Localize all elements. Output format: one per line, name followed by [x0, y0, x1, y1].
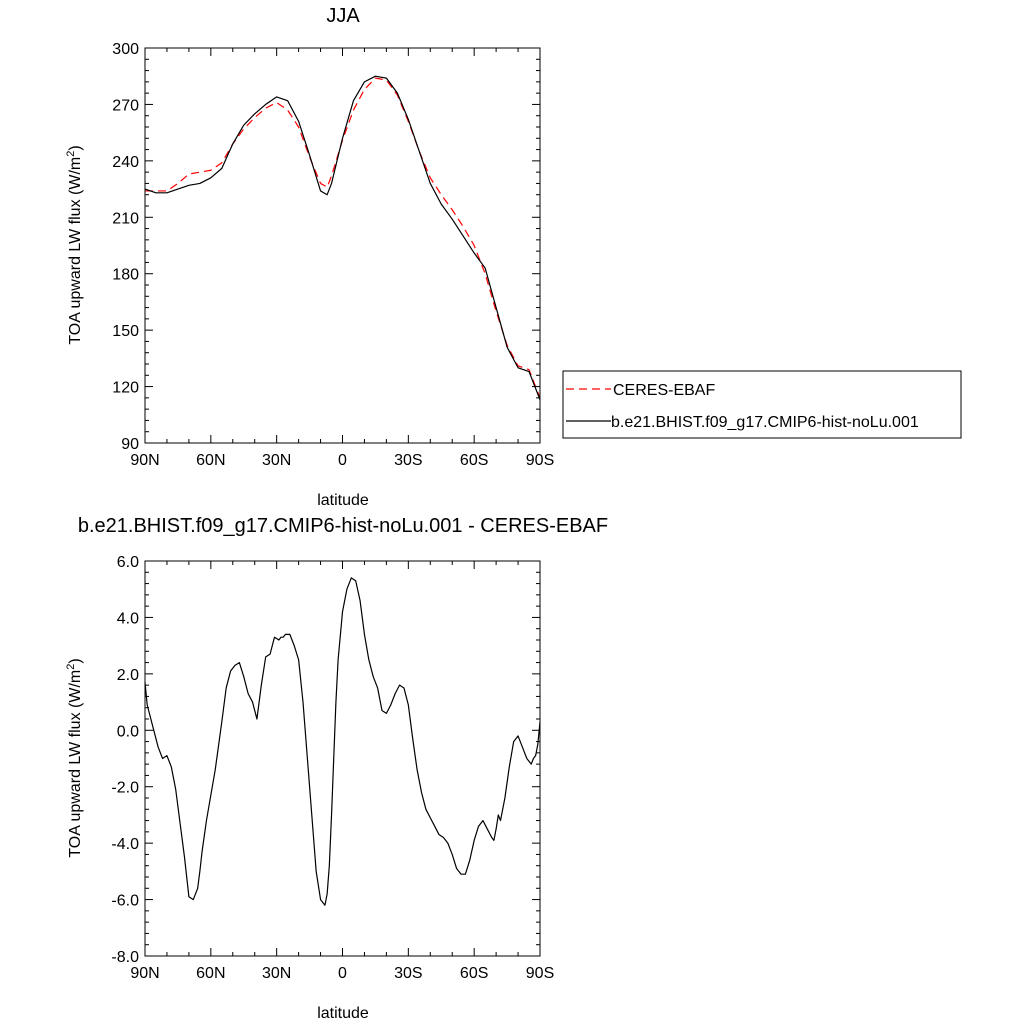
bottom-y-tick-label: -6.0 [111, 893, 139, 910]
top-plot-lines [144, 75, 541, 400]
top-x-tick-label: 60S [460, 452, 488, 469]
bottom-x-tick-label: 30S [394, 965, 422, 982]
legend: CERES-EBAF b.e21.BHIST.f09_g17.CMIP6-his… [562, 370, 962, 439]
bottom-y-tick-label: 4.0 [117, 610, 139, 627]
top-y-tick-label: 90 [121, 436, 139, 453]
bottom-x-tick-label: 90S [526, 965, 554, 982]
bottom-y-axis-label-main: TOA upward LW flux (W/m [67, 670, 84, 858]
bottom-y-tick-label: -4.0 [111, 836, 139, 853]
top-series-line-0 [145, 77, 541, 399]
top-x-tick-label: 0 [338, 452, 347, 469]
top-x-axis-label: latitude [317, 492, 369, 509]
top-y-axis-label-main: TOA upward LW flux (W/m [67, 157, 84, 345]
bottom-x-axis-label: latitude [317, 1005, 369, 1022]
legend-box [562, 370, 962, 439]
top-x-tick-label: 30N [262, 452, 291, 469]
bottom-y-tick-label: -2.0 [111, 780, 139, 797]
bottom-y-tick-label: 2.0 [117, 667, 139, 684]
top-plot-frame [144, 47, 541, 444]
bottom-x-tick-label: 90N [130, 965, 159, 982]
top-y-tick-label: 270 [112, 97, 139, 114]
top-x-tick-label: 90N [130, 452, 159, 469]
top-x-tick-label: 90S [526, 452, 554, 469]
bottom-x-tick-label: 0 [338, 965, 347, 982]
bottom-y-axis-label-close: ) [67, 658, 84, 663]
bottom-y-axis-label: TOA upward LW flux (W/m2) [65, 658, 84, 857]
legend-label-model: b.e21.BHIST.f09_g17.CMIP6-hist-noLu.001 [611, 414, 919, 431]
top-y-axis-label-sup: 2 [65, 151, 77, 157]
bottom-y-tick-label: 6.0 [117, 554, 139, 571]
bottom-y-tick-label: 0.0 [117, 723, 139, 740]
top-panel: JJA 90N 60N 30N 0 30S 60S 90S 90 120 150 180 210 240… [65, 5, 554, 509]
top-y-axis-label: TOA upward LW flux (W/m2) [65, 145, 84, 344]
bottom-chart-title: b.e21.BHIST.f09_g17.CMIP6-hist-noLu.001 … [78, 515, 608, 537]
bottom-series-line-0 [144, 577, 541, 906]
top-y-tick-label: 120 [112, 380, 139, 397]
top-series-line-1 [144, 75, 541, 400]
top-chart-title: JJA [326, 5, 360, 27]
bottom-x-tick-label: 60N [196, 965, 225, 982]
bottom-panel: b.e21.BHIST.f09_g17.CMIP6-hist-noLu.001 … [65, 515, 608, 1022]
bottom-y-axis-label-sup: 2 [65, 664, 77, 670]
top-y-tick-label: 180 [112, 267, 139, 284]
legend-label-ceres: CERES-EBAF [613, 382, 715, 399]
bottom-plot-frame [144, 560, 541, 957]
bottom-plot-lines [144, 577, 541, 906]
bottom-y-tick-label: -8.0 [111, 949, 139, 966]
bottom-axis-ticks: 90N 60N 30N 0 30S 60S 90S -8.0 -6.0 -4.0 -2.0 0.0 2.… [111, 554, 554, 982]
top-axis-ticks: 90N 60N 30N 0 30S 60S 90S 90 120 150 180 210 240 270 3… [112, 41, 554, 469]
top-y-tick-label: 210 [112, 210, 139, 227]
top-x-tick-label: 30S [394, 452, 422, 469]
top-x-tick-label: 60N [196, 452, 225, 469]
bottom-x-tick-label: 60S [460, 965, 488, 982]
top-y-tick-label: 150 [112, 323, 139, 340]
top-y-axis-label-close: ) [67, 145, 84, 150]
top-y-tick-label: 240 [112, 154, 139, 171]
top-y-tick-label: 300 [112, 41, 139, 58]
bottom-x-tick-label: 30N [262, 965, 291, 982]
